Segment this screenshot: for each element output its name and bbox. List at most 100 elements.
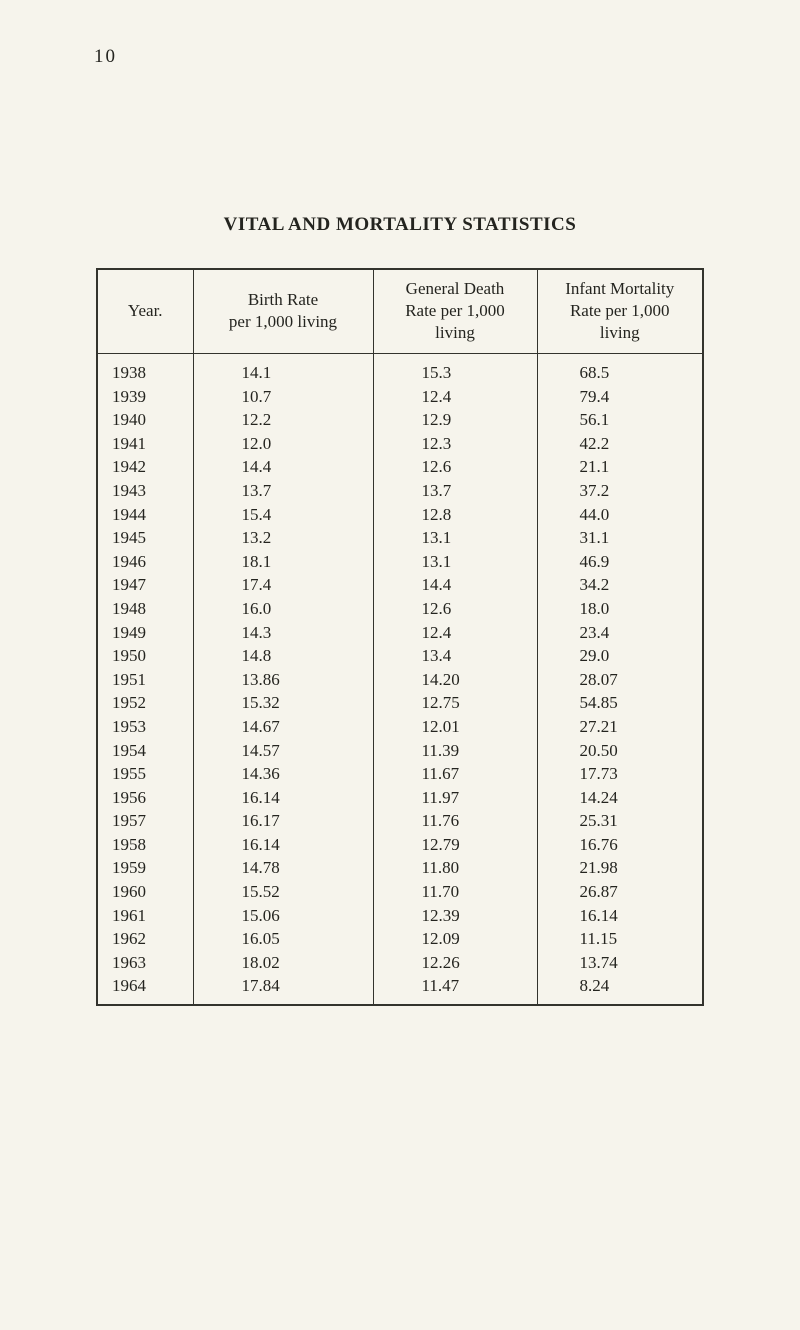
infant-mortality-cell: 37.2	[536, 478, 704, 503]
year-cell: 1950	[96, 644, 194, 668]
year-cell: 1952	[96, 691, 194, 715]
death-rate-cell: 13.1	[372, 549, 538, 574]
birth-rate-cell: 12.2	[192, 408, 374, 432]
table-row: 1964 17.84 11.47 8.24	[96, 974, 704, 1006]
infant-mortality-cell: 20.50	[536, 738, 704, 763]
infant-mortality-cell: 16.76	[536, 832, 704, 857]
infant-mortality-cell: 68.5	[536, 353, 704, 385]
infant-mortality-cell: 17.73	[536, 762, 704, 786]
table-row: 1938 14.1 15.3 68.5	[96, 353, 704, 385]
table-row: 1951 13.86 14.20 28.07	[96, 667, 704, 692]
year-cell: 1954	[96, 738, 194, 763]
year-cell: 1942	[96, 455, 194, 479]
birth-rate-cell: 16.05	[192, 927, 374, 951]
column-header-infant-mortality: Infant Mortality Rate per 1,000 living	[536, 269, 704, 354]
birth-rate-cell: 14.57	[192, 738, 374, 763]
death-rate-cell: 13.7	[372, 478, 538, 503]
infant-mortality-cell: 8.24	[536, 974, 704, 1006]
table-row: 1944 15.4 12.8 44.0	[96, 502, 704, 527]
death-rate-cell: 12.4	[372, 384, 538, 409]
year-cell: 1945	[96, 526, 194, 550]
year-cell: 1964	[96, 974, 194, 1006]
infant-mortality-cell: 31.1	[536, 526, 704, 550]
birth-rate-cell: 17.84	[192, 974, 374, 1006]
infant-mortality-cell: 29.0	[536, 644, 704, 668]
death-rate-cell: 14.4	[372, 573, 538, 597]
death-rate-cell: 11.47	[372, 974, 538, 1006]
birth-rate-cell: 10.7	[192, 384, 374, 409]
birth-rate-cell: 16.0	[192, 596, 374, 621]
infant-mortality-cell: 28.07	[536, 667, 704, 692]
table-header-row: Year. Birth Rate per 1,000 living Genera…	[96, 269, 704, 354]
infant-mortality-cell: 11.15	[536, 927, 704, 951]
column-header-year: Year.	[96, 269, 194, 354]
table-row: 1956 16.14 11.97 14.24	[96, 785, 704, 810]
death-rate-cell: 15.3	[372, 353, 538, 385]
death-rate-cell: 12.75	[372, 691, 538, 715]
year-cell: 1948	[96, 596, 194, 621]
birth-rate-cell: 14.3	[192, 620, 374, 645]
birth-rate-cell: 12.0	[192, 431, 374, 456]
year-cell: 1944	[96, 502, 194, 527]
infant-mortality-cell: 16.14	[536, 903, 704, 928]
birth-rate-cell: 15.52	[192, 880, 374, 904]
birth-rate-cell: 13.7	[192, 478, 374, 503]
infant-mortality-cell: 56.1	[536, 408, 704, 432]
table-row: 1958 16.14 12.79 16.76	[96, 832, 704, 857]
infant-mortality-cell: 25.31	[536, 809, 704, 833]
birth-rate-cell: 16.14	[192, 785, 374, 810]
birth-rate-cell: 14.8	[192, 644, 374, 668]
birth-rate-cell: 14.1	[192, 353, 374, 385]
table-row: 1941 12.0 12.3 42.2	[96, 431, 704, 456]
page-number: 10	[94, 46, 117, 67]
birth-rate-cell: 14.4	[192, 455, 374, 479]
death-rate-cell: 14.20	[372, 667, 538, 692]
table-row: 1947 17.4 14.4 34.2	[96, 573, 704, 597]
death-rate-cell: 12.01	[372, 714, 538, 739]
death-rate-cell: 12.3	[372, 431, 538, 456]
birth-rate-cell: 14.36	[192, 762, 374, 786]
death-rate-cell: 11.76	[372, 809, 538, 833]
column-header-death-rate: General Death Rate per 1,000 living	[372, 269, 538, 354]
birth-rate-cell: 17.4	[192, 573, 374, 597]
table-row: 1942 14.4 12.6 21.1	[96, 455, 704, 479]
table-row: 1957 16.17 11.76 25.31	[96, 809, 704, 833]
table-row: 1952 15.32 12.75 54.85	[96, 691, 704, 715]
birth-rate-cell: 15.4	[192, 502, 374, 527]
year-cell: 1957	[96, 809, 194, 833]
table-row: 1945 13.2 13.1 31.1	[96, 526, 704, 550]
year-cell: 1946	[96, 549, 194, 574]
death-rate-cell: 12.09	[372, 927, 538, 951]
death-rate-cell: 13.4	[372, 644, 538, 668]
year-cell: 1960	[96, 880, 194, 904]
birth-rate-cell: 16.14	[192, 832, 374, 857]
table-row: 1961 15.06 12.39 16.14	[96, 903, 704, 928]
death-rate-cell: 11.70	[372, 880, 538, 904]
table-row: 1955 14.36 11.67 17.73	[96, 762, 704, 786]
table-row: 1940 12.2 12.9 56.1	[96, 408, 704, 432]
death-rate-cell: 12.6	[372, 455, 538, 479]
infant-mortality-cell: 21.1	[536, 455, 704, 479]
table-row: 1939 10.7 12.4 79.4	[96, 384, 704, 409]
death-rate-cell: 12.6	[372, 596, 538, 621]
year-cell: 1963	[96, 950, 194, 975]
table-row: 1962 16.05 12.09 11.15	[96, 927, 704, 951]
infant-mortality-cell: 34.2	[536, 573, 704, 597]
table-row: 1949 14.3 12.4 23.4	[96, 620, 704, 645]
infant-mortality-cell: 14.24	[536, 785, 704, 810]
year-cell: 1940	[96, 408, 194, 432]
birth-rate-cell: 14.78	[192, 856, 374, 881]
death-rate-cell: 11.80	[372, 856, 538, 881]
death-rate-cell: 11.39	[372, 738, 538, 763]
table-row: 1954 14.57 11.39 20.50	[96, 738, 704, 763]
infant-mortality-cell: 27.21	[536, 714, 704, 739]
year-cell: 1943	[96, 478, 194, 503]
table-row: 1953 14.67 12.01 27.21	[96, 714, 704, 739]
infant-mortality-cell: 54.85	[536, 691, 704, 715]
birth-rate-cell: 18.1	[192, 549, 374, 574]
table-row: 1959 14.78 11.80 21.98	[96, 856, 704, 881]
death-rate-cell: 11.67	[372, 762, 538, 786]
infant-mortality-cell: 13.74	[536, 950, 704, 975]
death-rate-cell: 12.79	[372, 832, 538, 857]
birth-rate-cell: 15.32	[192, 691, 374, 715]
